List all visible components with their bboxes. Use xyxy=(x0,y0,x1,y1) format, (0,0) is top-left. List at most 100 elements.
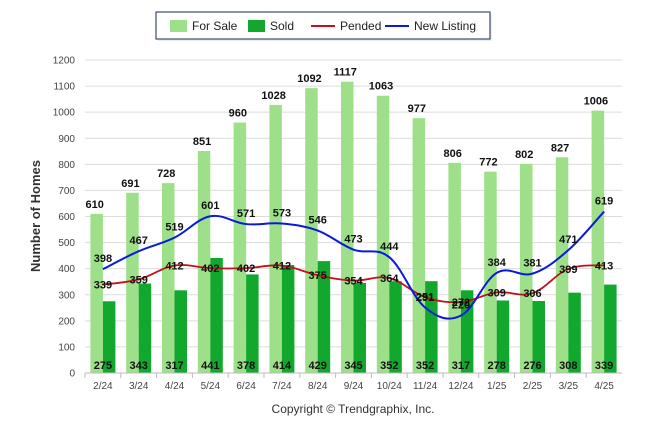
bar-sold xyxy=(568,292,581,373)
label-pended: 309 xyxy=(488,287,506,299)
label-layer: 610 398 339 275 691 467 359 343 728 519 412 317 851 6… xyxy=(85,67,613,372)
line-pended xyxy=(102,264,605,304)
x-tick-label: 11/24 xyxy=(413,381,438,392)
legend: For Sale Sold Pended New Listing xyxy=(155,11,492,41)
y-tick-label: 1000 xyxy=(53,108,76,119)
legend-label: New Listing xyxy=(414,19,476,33)
label-new-listing: 571 xyxy=(237,208,255,220)
label-for-sale: 1092 xyxy=(297,73,321,85)
label-pended: 359 xyxy=(130,274,148,286)
label-pended: 272 xyxy=(452,297,470,309)
label-pended: 291 xyxy=(416,292,434,304)
label-sold: 441 xyxy=(201,360,219,372)
label-sold: 308 xyxy=(559,360,577,372)
label-sold: 414 xyxy=(273,360,292,372)
label-sold: 278 xyxy=(488,360,506,372)
y-tick-label: 100 xyxy=(58,342,75,353)
x-tick-label: 1/25 xyxy=(487,381,507,392)
legend-label: Pended xyxy=(340,19,381,33)
label-sold: 378 xyxy=(237,360,255,372)
bar-sold xyxy=(281,265,295,373)
x-tick-label: 3/24 xyxy=(129,381,149,392)
y-tick-label: 1100 xyxy=(53,82,75,93)
bar-for-sale xyxy=(305,88,318,374)
bar-for-sale xyxy=(197,151,211,373)
label-for-sale: 1063 xyxy=(369,81,393,93)
bar-for-sale xyxy=(162,183,175,373)
label-for-sale: 728 xyxy=(157,168,175,180)
y-tick-label: 500 xyxy=(58,238,75,249)
label-for-sale: 960 xyxy=(229,108,247,120)
label-pended: 354 xyxy=(344,276,363,288)
label-pended: 375 xyxy=(309,270,327,282)
legend-swatch xyxy=(170,20,187,32)
bar-sold xyxy=(174,290,187,373)
x-tick-label: 7/24 xyxy=(272,381,292,392)
label-new-listing: 573 xyxy=(273,208,291,220)
y-tick-label: 400 xyxy=(58,264,75,275)
bar-sold xyxy=(246,274,259,373)
label-pended: 413 xyxy=(595,260,613,272)
axis-layer: 0 100 200 300 400 500 600 700 800 900 1000 1100 1200… xyxy=(53,56,622,392)
line-new-listing xyxy=(102,210,605,320)
label-new-listing: 251 xyxy=(416,292,434,304)
x-tick-label: 4/24 xyxy=(165,381,185,392)
bar-for-sale xyxy=(341,81,354,373)
bar-sold xyxy=(317,261,331,373)
bar-for-sale xyxy=(90,213,103,373)
bar-sold xyxy=(460,290,474,373)
legend-swatch xyxy=(248,20,265,32)
label-for-sale: 806 xyxy=(443,148,461,160)
y-axis-label: Number of Homes xyxy=(28,160,43,272)
label-sold: 276 xyxy=(523,360,541,372)
label-new-listing: 546 xyxy=(309,215,327,227)
x-tick-label: 2/25 xyxy=(523,381,543,392)
y-tick-label: 900 xyxy=(58,134,75,145)
x-tick-label: 8/24 xyxy=(308,381,328,392)
label-for-sale: 1006 xyxy=(584,96,608,108)
label-pended: 402 xyxy=(201,263,219,275)
label-for-sale: 1117 xyxy=(334,67,357,79)
bar-for-sale xyxy=(126,192,139,373)
bar-sold xyxy=(532,301,545,373)
label-new-listing: 384 xyxy=(488,257,507,269)
label-pended: 306 xyxy=(523,288,541,300)
label-sold: 317 xyxy=(452,360,470,372)
bar-sold xyxy=(496,300,510,373)
label-pended: 402 xyxy=(237,263,255,275)
y-tick-label: 600 xyxy=(58,212,75,223)
bar-for-sale xyxy=(269,104,282,373)
label-pended: 399 xyxy=(559,264,577,276)
label-pended: 412 xyxy=(165,261,183,273)
bar-sold xyxy=(389,281,402,373)
label-sold: 317 xyxy=(165,360,183,372)
label-sold: 345 xyxy=(344,360,362,372)
x-tick-label: 5/24 xyxy=(201,381,221,392)
x-tick-label: 9/24 xyxy=(344,381,364,392)
label-for-sale: 691 xyxy=(121,178,139,190)
y-tick-label: 700 xyxy=(58,186,75,197)
label-for-sale: 851 xyxy=(193,136,211,148)
bar-sold xyxy=(425,281,438,373)
x-tick-label: 2/24 xyxy=(93,381,113,392)
bar-for-sale xyxy=(412,118,426,373)
bar-for-sale xyxy=(484,171,497,373)
label-new-listing: 398 xyxy=(94,253,112,265)
bar-for-sale xyxy=(233,122,247,373)
label-sold: 275 xyxy=(94,360,112,372)
label-new-listing: 601 xyxy=(201,200,219,212)
label-new-listing: 467 xyxy=(130,235,148,247)
y-tick-label: 1200 xyxy=(53,56,76,67)
x-tick-label: 10/24 xyxy=(377,381,402,392)
label-pended: 412 xyxy=(273,261,291,273)
label-new-listing: 381 xyxy=(523,258,541,270)
bar-sold xyxy=(102,301,116,373)
x-tick-label: 3/25 xyxy=(559,381,579,392)
label-for-sale: 1028 xyxy=(261,90,285,102)
label-new-listing: 473 xyxy=(344,234,362,246)
y-tick-label: 0 xyxy=(69,369,75,380)
label-new-listing: 471 xyxy=(559,234,577,246)
label-sold: 429 xyxy=(309,360,327,372)
label-sold: 352 xyxy=(380,360,398,372)
label-new-listing: 619 xyxy=(595,196,613,208)
